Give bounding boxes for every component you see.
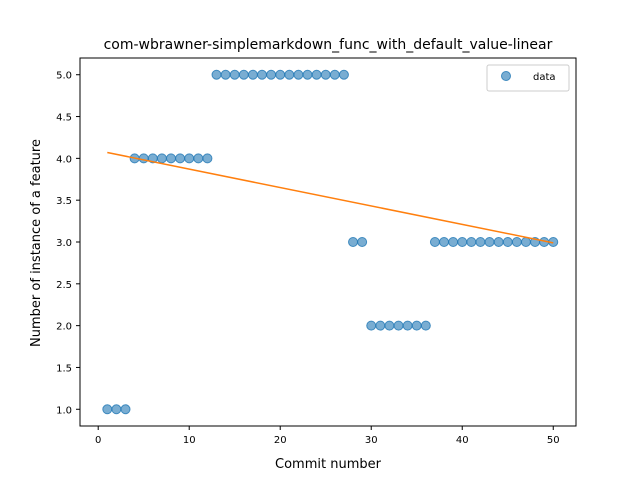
x-tick-label: 20: [274, 435, 287, 446]
data-point: [302, 69, 313, 80]
data-point: [448, 237, 459, 247]
y-tick-label: 3.5: [56, 196, 72, 207]
axes: 0 10 20 30 40 50 1.0 1.5 2.0 2.5 3.0 3.5 4.0 4.5 5.0: [56, 57, 577, 446]
x-tick-label: 10: [183, 435, 196, 446]
data-point: [202, 153, 213, 164]
data-point: [320, 69, 331, 80]
data-point: [484, 237, 495, 247]
data-point: [211, 69, 222, 80]
data-point: [184, 153, 195, 164]
data-point: [111, 404, 122, 415]
data-point: [175, 153, 186, 164]
y-tick-label: 3.0: [56, 238, 72, 249]
y-tick-label: 5.0: [56, 71, 72, 82]
data-point: [338, 69, 349, 80]
y-tick-label: 1.5: [56, 363, 72, 374]
y-tick-label: 4.0: [56, 154, 72, 165]
data-point: [502, 237, 513, 247]
data-point: [275, 69, 286, 80]
data-point: [284, 69, 295, 80]
data-point: [511, 237, 522, 247]
data-point: [193, 153, 204, 164]
x-tick-label: 0: [95, 435, 101, 446]
plot-area: [102, 69, 559, 415]
data-point: [329, 69, 340, 80]
data-point: [238, 69, 249, 80]
data-point: [493, 237, 504, 247]
data-point: [366, 320, 377, 331]
data-point: [420, 320, 431, 331]
data-point: [293, 69, 304, 80]
legend-marker: [501, 71, 511, 81]
data-point: [439, 237, 450, 247]
y-tick-label: 4.5: [56, 113, 72, 124]
data-point: [475, 237, 486, 247]
data-point: [120, 404, 131, 415]
data-point: [138, 153, 149, 164]
x-tick-label: 30: [365, 435, 378, 446]
y-tick-label: 2.0: [56, 322, 72, 333]
legend-box: [486, 64, 570, 92]
data-point: [229, 69, 240, 80]
chart-title: com-wbrawner-simplemarkdown_func_with_de…: [104, 37, 553, 53]
data-point: [166, 153, 177, 164]
data-point: [257, 69, 268, 80]
data-point: [384, 320, 395, 331]
data-point: [429, 237, 440, 247]
data-point: [402, 320, 413, 331]
data-point: [466, 237, 477, 247]
data-point: [375, 320, 386, 331]
data-point: [156, 153, 167, 164]
data-point: [357, 237, 368, 247]
legend: data: [486, 64, 570, 92]
trend-line: [107, 151, 554, 244]
data-point: [220, 69, 231, 80]
data-point: [348, 237, 359, 247]
data-point: [411, 320, 422, 331]
x-tick-label: 40: [456, 435, 469, 446]
y-axis-title: Number of instance of a feature: [29, 139, 44, 347]
y-tick-label: 1.0: [56, 405, 72, 416]
data-point: [247, 69, 258, 80]
legend-label-data: data: [533, 72, 556, 83]
data-point: [311, 69, 322, 80]
y-tick-label: 2.5: [56, 280, 72, 291]
data-point: [520, 237, 531, 247]
data-point: [457, 237, 468, 247]
data-point: [266, 69, 277, 80]
x-tick-label: 50: [547, 435, 560, 446]
data-point: [393, 320, 404, 331]
data-point: [102, 404, 113, 415]
x-axis-title: Commit number: [275, 457, 382, 472]
